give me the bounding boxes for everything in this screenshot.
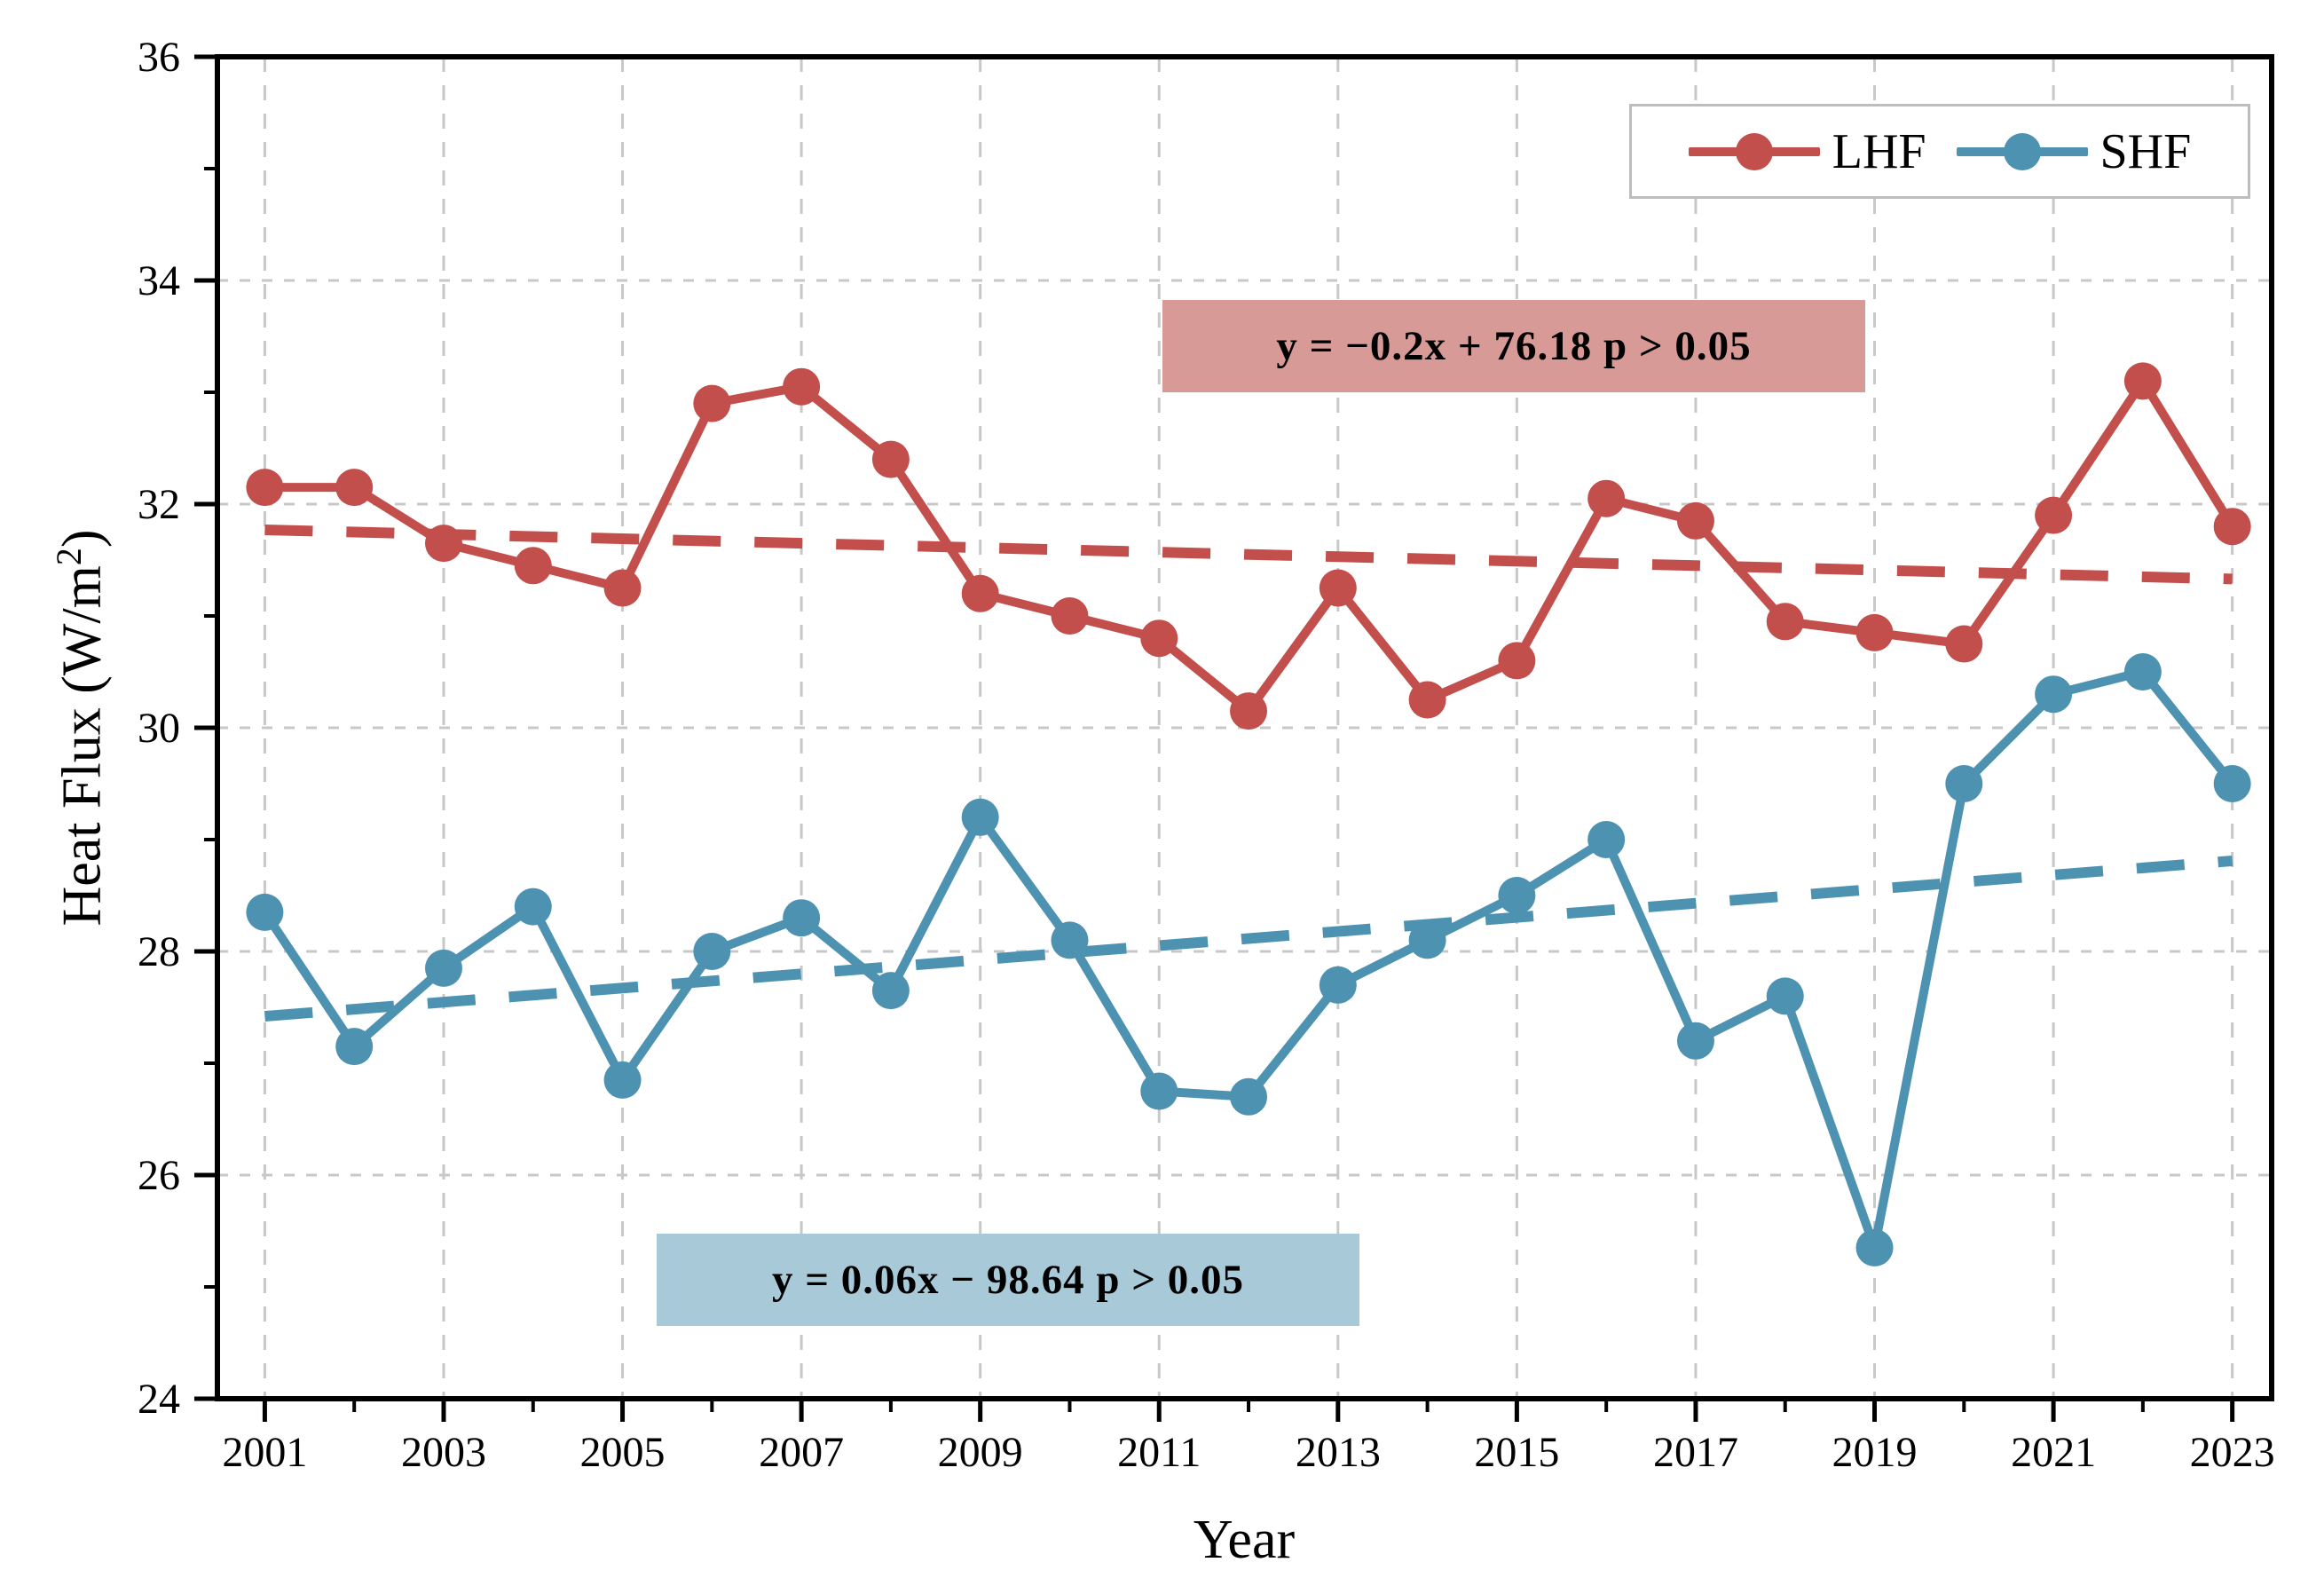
lhf-marker	[693, 384, 731, 422]
x-tick-label: 2015	[1474, 1429, 1559, 1476]
tick-labels: 2001 2003 2005 2007 2009 2011 2013 2015 2017 2019…	[138, 34, 2275, 1476]
y-tick-label: 26	[138, 1152, 180, 1199]
lhf-marker	[1140, 619, 1178, 658]
y-axis-title: Heat Flux (W/m2)	[29, 373, 113, 1083]
lhf-marker	[1230, 692, 1268, 730]
shf-marker	[1230, 1077, 1268, 1116]
x-tick-label: 2021	[2011, 1429, 2096, 1476]
lhf-line	[260, 376, 2237, 716]
shf-marker	[1945, 765, 1983, 802]
shf-trend-line	[264, 855, 2233, 1022]
shf-marker	[424, 949, 462, 987]
x-tick-label: 2007	[759, 1429, 844, 1476]
y-tick-label: 36	[138, 34, 180, 81]
shf-legend-label: SHF	[2099, 123, 2192, 179]
shf-marker	[1051, 921, 1089, 959]
lhf-legend-label: LHF	[1832, 123, 1926, 179]
y-tick-label: 30	[138, 705, 180, 752]
lhf-marker	[603, 569, 642, 607]
lhf-marker	[1855, 613, 1894, 651]
shf-marker	[1408, 921, 1446, 959]
legend-item-lhf: LHF	[1688, 123, 1926, 179]
lhf-marker	[1587, 479, 1626, 517]
lhf-trend-line	[264, 524, 2233, 585]
x-tick-label: 2023	[2190, 1429, 2275, 1476]
shf-trend-equation: y = 0.06x − 98.64 p > 0.05	[657, 1234, 1359, 1326]
lhf-trend-equation: y = −0.2x + 76.18 p > 0.05	[1162, 300, 1865, 392]
shf-marker	[246, 893, 284, 931]
shf-marker	[1587, 821, 1626, 858]
lhf-marker	[2213, 508, 2251, 546]
shf-legend-dot	[2003, 132, 2041, 170]
lhf-marker	[514, 547, 552, 585]
y-tick-label: 32	[138, 481, 180, 528]
x-tick-label: 2011	[1117, 1429, 1201, 1476]
shf-marker	[1676, 1022, 1714, 1060]
x-tick-label: 2005	[580, 1429, 666, 1476]
lhf-marker	[335, 469, 374, 507]
lhf-markers	[246, 362, 2251, 730]
legend: LHF SHF	[1629, 104, 2250, 199]
lhf-marker	[1945, 625, 1983, 663]
y-axis-title-main: Heat Flux (W/m	[51, 565, 113, 927]
lhf-marker	[246, 469, 284, 507]
ticks	[194, 54, 2235, 1422]
shf-markers	[246, 653, 2251, 1266]
lhf-marker	[2123, 362, 2162, 400]
y-tick-label: 28	[138, 928, 180, 975]
lhf-marker	[783, 367, 821, 406]
x-tick-label: 2009	[938, 1429, 1023, 1476]
shf-marker	[1140, 1072, 1178, 1110]
shf-legend-marker-icon	[1956, 130, 2088, 173]
y-axis-title-close: )	[51, 529, 113, 548]
lhf-marker	[1051, 597, 1089, 635]
shf-marker	[2123, 653, 2162, 690]
lhf-legend-marker-icon	[1688, 130, 1820, 173]
y-tick-label: 34	[138, 257, 180, 304]
shf-marker	[693, 933, 731, 970]
shf-marker	[335, 1028, 374, 1066]
shf-marker	[1766, 977, 1804, 1015]
lhf-marker	[1408, 681, 1446, 719]
lhf-marker	[1319, 569, 1357, 607]
lhf-marker	[1498, 642, 1536, 680]
shf-marker	[871, 972, 910, 1010]
lhf-marker	[424, 525, 462, 563]
shf-marker	[1319, 966, 1357, 1004]
y-tick-label: 24	[138, 1376, 180, 1423]
shf-marker	[514, 888, 552, 926]
shf-marker	[1855, 1228, 1894, 1266]
lhf-marker	[1766, 603, 1804, 641]
x-axis-title: Year	[1193, 1510, 1296, 1570]
shf-marker	[2213, 765, 2251, 802]
lhf-marker	[1676, 501, 1714, 540]
x-tick-label: 2003	[401, 1429, 486, 1476]
shf-marker	[1498, 877, 1536, 914]
shf-marker	[2035, 675, 2073, 714]
legend-item-shf: SHF	[1956, 123, 2192, 179]
y-axis-title-sup: 2	[49, 548, 89, 566]
shf-marker	[961, 798, 999, 836]
x-tick-label: 2017	[1653, 1429, 1738, 1476]
lhf-marker	[961, 574, 999, 612]
lhf-marker	[871, 440, 910, 478]
x-tick-label: 2019	[1832, 1429, 1918, 1476]
x-tick-label: 2013	[1296, 1429, 1381, 1476]
lhf-marker	[2035, 496, 2073, 534]
lhf-legend-dot	[1735, 132, 1773, 170]
shf-marker	[603, 1061, 642, 1099]
shf-line	[260, 667, 2237, 1252]
x-tick-label: 2001	[222, 1429, 307, 1476]
shf-marker	[783, 899, 821, 937]
